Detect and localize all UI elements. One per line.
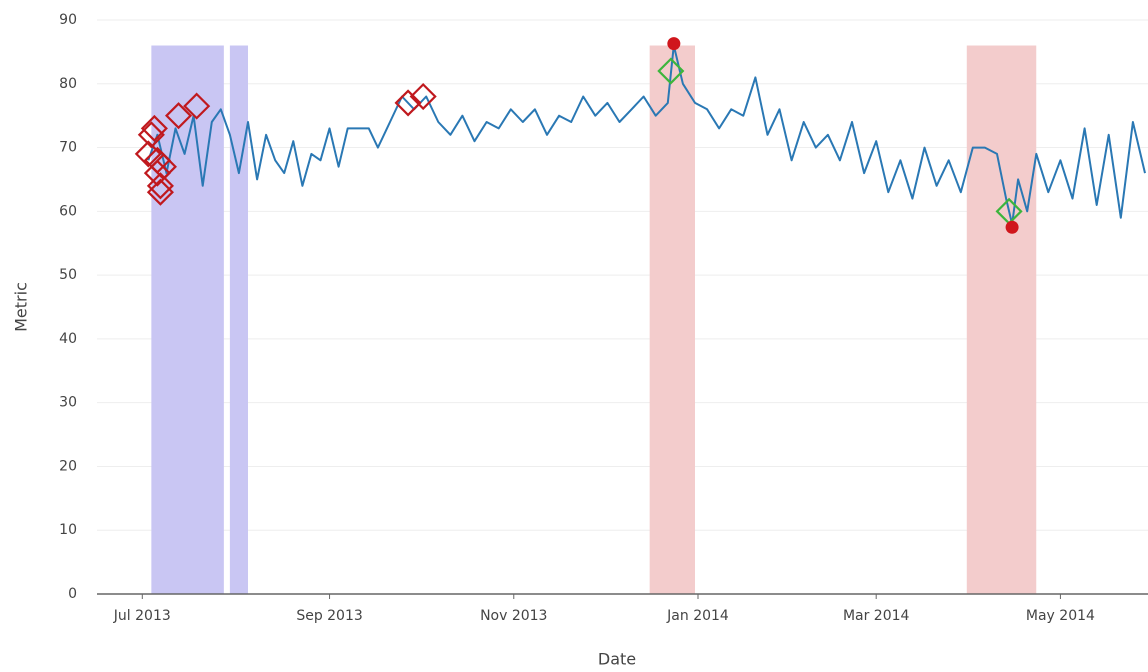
marker	[409, 82, 437, 111]
y-tick-label: 80	[59, 76, 77, 92]
x-tick-label: Sep 2013	[296, 608, 362, 624]
y-tick-label: 60	[59, 203, 77, 219]
x-tick-label: Jul 2013	[113, 608, 171, 624]
marker	[143, 159, 171, 187]
y-tick-label: 40	[59, 331, 77, 347]
y-tick-label: 20	[59, 458, 77, 474]
marker	[164, 102, 193, 130]
y-tick-label: 90	[59, 12, 77, 28]
shaded-region	[151, 45, 224, 595]
shaded-region	[229, 45, 249, 595]
marker	[183, 92, 211, 120]
marker	[1005, 220, 1019, 234]
y-axis-title: Metric	[12, 282, 31, 332]
marker	[667, 37, 681, 51]
marker	[146, 172, 174, 200]
marker	[657, 57, 685, 85]
x-tick-label: Jan 2014	[666, 608, 729, 624]
marker	[394, 89, 422, 117]
x-tick-label: Nov 2013	[480, 608, 547, 624]
x-tick-label: May 2014	[1026, 608, 1095, 624]
y-tick-label: 10	[59, 522, 77, 538]
marker	[146, 178, 174, 206]
x-tick-label: Mar 2014	[843, 608, 910, 624]
y-tick-label: 70	[59, 140, 77, 156]
shaded-region	[966, 45, 1037, 595]
y-tick-label: 50	[59, 267, 77, 283]
line	[147, 44, 1146, 226]
y-tick-label: 30	[59, 395, 77, 411]
y-tick-label: 0	[68, 586, 77, 602]
marker	[140, 114, 168, 142]
marker	[149, 153, 177, 181]
x-axis-title: Date	[598, 650, 636, 669]
shaded-region	[649, 45, 695, 595]
